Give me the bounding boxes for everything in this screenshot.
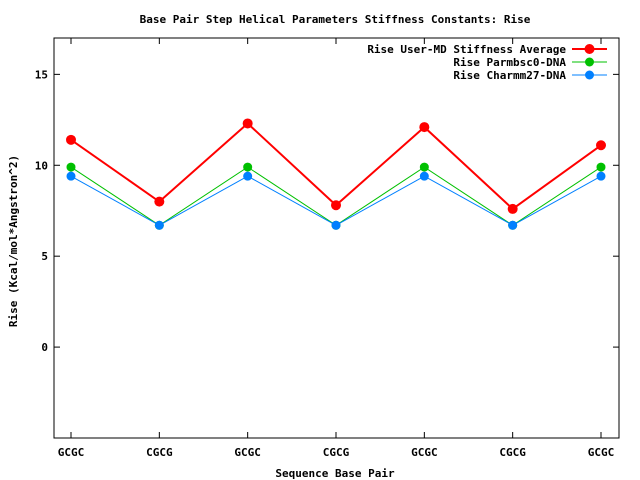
data-point (66, 171, 76, 181)
legend-label: Rise User-MD Stiffness Average (367, 43, 566, 56)
series-2 (66, 162, 606, 230)
series-1 (66, 118, 606, 214)
data-point (154, 220, 164, 230)
x-axis-label: Sequence Base Pair (275, 467, 395, 480)
data-point (508, 220, 518, 230)
plot-area (53, 37, 620, 439)
data-point (243, 162, 253, 172)
data-point (419, 171, 429, 181)
data-point (419, 122, 430, 133)
legend-label: Rise Parmbsc0-DNA (453, 56, 566, 69)
data-point (331, 220, 341, 230)
y-tick-label: 10 (35, 159, 48, 172)
data-point (154, 196, 165, 207)
data-point (331, 200, 341, 211)
data-point (596, 171, 606, 181)
data-point (243, 171, 253, 181)
y-axis-label: Rise (Kcal/mol*Angstron^2) (7, 155, 20, 327)
data-point (419, 162, 429, 172)
data-point (242, 118, 253, 129)
x-tick-label: GCGC (411, 446, 438, 459)
legend-item: Rise Charmm27-DNA (453, 69, 607, 82)
data-point (596, 162, 606, 172)
x-tick-label: CGCG (146, 446, 173, 459)
x-tick-label: CGCG (323, 446, 350, 459)
legend-swatch-marker (585, 70, 594, 80)
legend-swatch-marker (585, 57, 594, 67)
data-point (66, 134, 76, 145)
series-layer (66, 118, 606, 230)
data-point (596, 140, 606, 151)
y-tick-label: 0 (41, 341, 48, 354)
x-axis-ticks: GCGC CGCG GCGC CGCG GCGC CGCG GCGC (58, 38, 615, 459)
legend-item: Rise User-MD Stiffness Average (367, 43, 607, 56)
series-3 (66, 171, 606, 230)
y-tick-label: 5 (41, 250, 48, 263)
data-point (66, 162, 76, 172)
legend-item: Rise Parmbsc0-DNA (453, 56, 607, 69)
x-tick-label: CGCG (499, 446, 526, 459)
data-point (507, 203, 518, 214)
chart-title: Base Pair Step Helical Parameters Stiffn… (140, 13, 531, 26)
legend-swatch-marker (584, 44, 595, 54)
y-axis-ticks: 0 5 10 15 (35, 68, 619, 354)
legend-label: Rise Charmm27-DNA (453, 69, 566, 82)
x-tick-label: GCGC (234, 446, 261, 459)
x-tick-label: GCGC (58, 446, 85, 459)
x-tick-label: GCGC (588, 446, 615, 459)
series-line (70, 122, 602, 211)
y-tick-label: 15 (35, 68, 48, 81)
